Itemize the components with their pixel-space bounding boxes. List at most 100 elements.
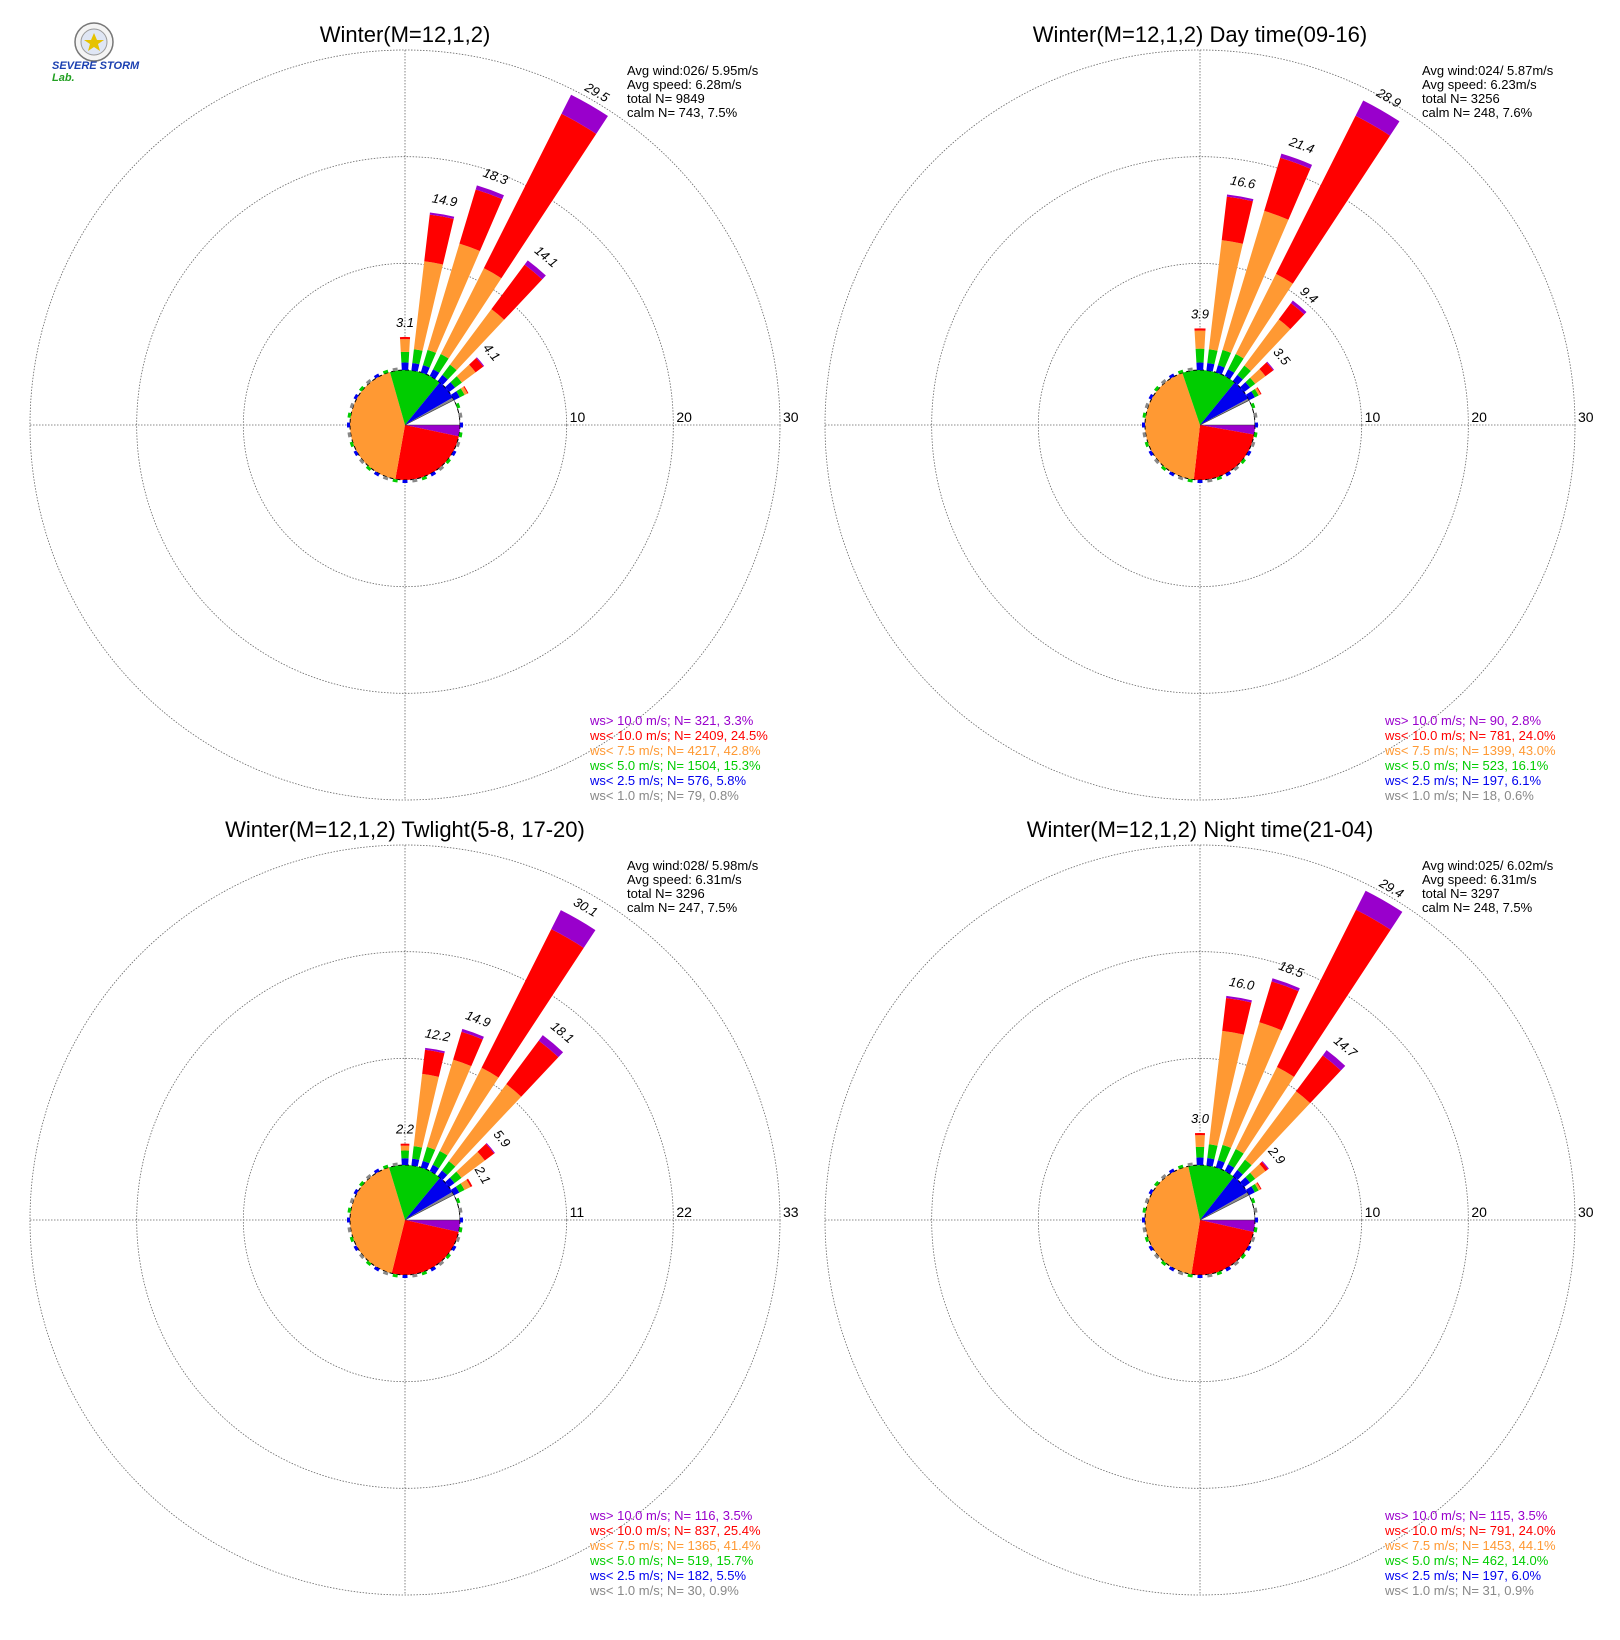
sector-bar-segment (424, 214, 454, 265)
minor-direction-stub (347, 1207, 352, 1213)
sector-bar-segment (538, 1035, 564, 1058)
chart-title: Winter(M=12,1,2) Twlight(5-8, 17-20) (225, 817, 585, 842)
minor-direction-stub (1207, 1273, 1213, 1278)
legend-entry: ws< 2.5 m/s; N= 197, 6.1% (1384, 773, 1542, 788)
minor-direction-stub (459, 1217, 463, 1223)
sector-bar-segment (1207, 349, 1218, 365)
sector-bar-segment (1271, 978, 1300, 992)
sector-label: 16.0 (1228, 974, 1256, 993)
minor-direction-stub (382, 475, 389, 481)
stats-line: calm N= 248, 7.6% (1422, 105, 1533, 120)
stats-line: Avg wind:024/ 5.87m/s (1422, 63, 1554, 78)
minor-direction-stub (1160, 1260, 1167, 1267)
legend-entry: ws< 5.0 m/s; N= 519, 15.7% (589, 1553, 754, 1568)
minor-direction-stub (353, 1188, 359, 1195)
minor-direction-stub (347, 1217, 351, 1223)
minor-direction-stub (358, 458, 365, 465)
chart-title: Winter(M=12,1,2) Day time(09-16) (1033, 22, 1367, 47)
legend-entry: ws< 7.5 m/s; N= 4217, 42.8% (589, 743, 761, 758)
minor-direction-stub (382, 369, 389, 375)
sector-bar-segment (427, 243, 480, 353)
sector-bar-segment (1195, 348, 1205, 363)
sector-bar-segment (1217, 1144, 1232, 1163)
severe-storm-lab-logo: SEVERE STORM Lab. (52, 22, 142, 84)
minor-direction-stub (1240, 1253, 1247, 1260)
sector-bar-segment (400, 1143, 410, 1146)
ring-label: 33 (783, 1204, 799, 1220)
minor-direction-stub (1250, 402, 1256, 409)
minor-direction-stub (1153, 1253, 1160, 1260)
minor-direction-stub (1197, 1274, 1203, 1278)
center-pie-slice (1191, 1220, 1254, 1276)
sector-label: 3.9 (1191, 306, 1209, 321)
sector-bar-segment (429, 369, 440, 380)
legend-entry: ws< 1.0 m/s; N= 30, 0.9% (589, 1583, 739, 1598)
sector-bar-segment (1259, 981, 1299, 1031)
legend-entry: ws< 1.0 m/s; N= 18, 0.6% (1384, 788, 1534, 803)
sector-bar-segment (1235, 273, 1293, 359)
sector-bar-segment (449, 1171, 462, 1184)
sector-label: 28.9 (1373, 85, 1403, 111)
sector-bar-segment (433, 353, 449, 373)
sector-bar-segment (439, 1067, 499, 1156)
sector-bar-segment (1259, 1161, 1269, 1172)
minor-direction-stub (347, 432, 352, 438)
sector-bar-segment (450, 1186, 460, 1196)
sector-bar-segment (411, 1158, 420, 1167)
wind-rose-panel-3: Winter(M=12,1,2) Twlight(5-8, 17-20) 11 22… (29, 817, 799, 1598)
minor-direction-stub (392, 367, 398, 372)
sector-bar-segment (491, 264, 543, 320)
sector-bar-segment (1196, 362, 1204, 371)
sector-bar-segment (1264, 157, 1311, 220)
sector-label: 4.1 (480, 340, 503, 363)
sector-label: 12.2 (424, 1025, 452, 1044)
center-pie-slice (1200, 382, 1249, 425)
sector-bar-segment (1261, 1161, 1269, 1170)
sector-bar-segment (412, 349, 423, 365)
center-pie-slice (1182, 370, 1235, 425)
ring-label: 30 (1578, 409, 1594, 425)
sector-bar-segment (1256, 1182, 1262, 1190)
legend-entry: ws> 10.0 m/s; N= 116, 3.5% (589, 1508, 753, 1523)
minor-direction-stub (365, 378, 372, 385)
sector-bar-segment (424, 1047, 445, 1054)
minor-direction-stub (402, 1274, 408, 1278)
sector-bar-segment (401, 1158, 409, 1166)
sector-label: 3.5 (1270, 345, 1294, 369)
sector-bar-segment (1215, 1160, 1225, 1170)
sector-bar-segment (1244, 319, 1291, 371)
ring-label: 10 (1365, 1204, 1381, 1220)
sector-bar-segment (455, 1183, 465, 1193)
minor-direction-stub (1225, 1266, 1232, 1272)
wind-rose-panel-4: Winter(M=12,1,2) Night time(21-04) 10 20 30… (824, 817, 1594, 1598)
minor-direction-stub (1187, 478, 1193, 483)
sector-bar-segment (1195, 1146, 1205, 1158)
minor-direction-stub (1250, 1197, 1256, 1204)
sector-bar-segment (1222, 210, 1289, 353)
center-pie-slice (389, 369, 440, 425)
minor-direction-stub (455, 1197, 461, 1204)
minor-direction-stub (421, 1270, 428, 1276)
minor-direction-stub (458, 1207, 463, 1213)
center-pie-slice (1200, 425, 1255, 435)
ring-label: 20 (1471, 1204, 1487, 1220)
minor-direction-stub (1177, 475, 1184, 481)
sector-bar-segment (442, 364, 457, 380)
sector-bar-segment (1240, 382, 1251, 393)
center-pie-slice (405, 397, 455, 425)
minor-direction-stub (1144, 1236, 1150, 1243)
sector-bar-segment (1222, 1022, 1282, 1148)
sector-bar-segment (1275, 115, 1391, 284)
minor-direction-stub (1187, 1273, 1193, 1278)
sector-bar-segment (1254, 1182, 1261, 1191)
sector-bar-segment (1232, 374, 1243, 385)
minor-direction-stub (421, 475, 428, 481)
sector-bar-segment (1259, 362, 1274, 377)
sector-bar-segment (1355, 100, 1400, 136)
center-pie-slice (349, 372, 405, 480)
sector-bar-segment (437, 1170, 448, 1180)
ring-label: 20 (1471, 409, 1487, 425)
center-pie-slice (388, 1165, 441, 1220)
wind-rose-panel-1: Winter(M=12,1,2) 10 20 30 3.1 14.9 18.3 29.5 14.… (29, 22, 799, 803)
sector-label: 5.9 (491, 1127, 514, 1150)
